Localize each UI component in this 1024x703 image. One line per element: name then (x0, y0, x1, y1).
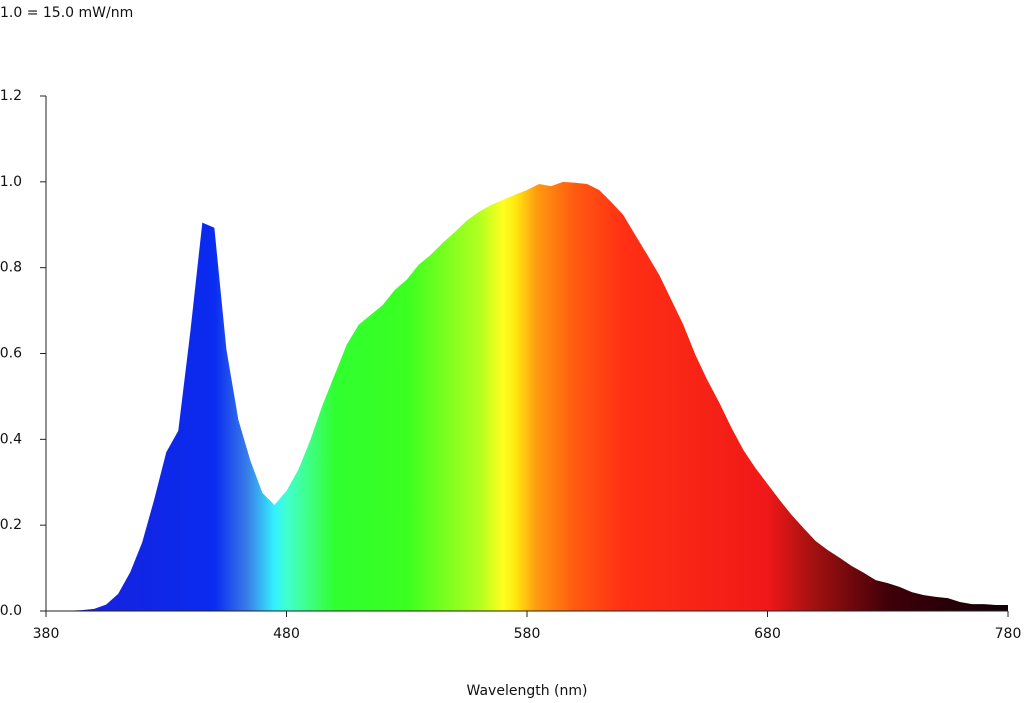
y-tick-label: 0.4 (0, 431, 22, 447)
spectrum-area (46, 181, 1008, 612)
y-tick-label: 1.2 (0, 88, 22, 104)
y-tick-label: 0.6 (0, 346, 22, 362)
y-tick-label: 0.2 (0, 517, 22, 533)
y-tick-label: 1.0 (0, 174, 22, 190)
x-tick-label: 680 (754, 626, 781, 642)
x-tick-label: 780 (995, 626, 1022, 642)
y-tick-label: 0.0 (0, 603, 22, 619)
x-tick-label: 480 (273, 626, 300, 642)
chart-title: 1.0 = 15.0 mW/nm (0, 5, 133, 21)
x-tick-label: 380 (33, 626, 60, 642)
x-axis-label: Wavelength (nm) (467, 683, 588, 699)
y-tick-label: 0.8 (0, 260, 22, 276)
x-tick-label: 580 (514, 626, 541, 642)
